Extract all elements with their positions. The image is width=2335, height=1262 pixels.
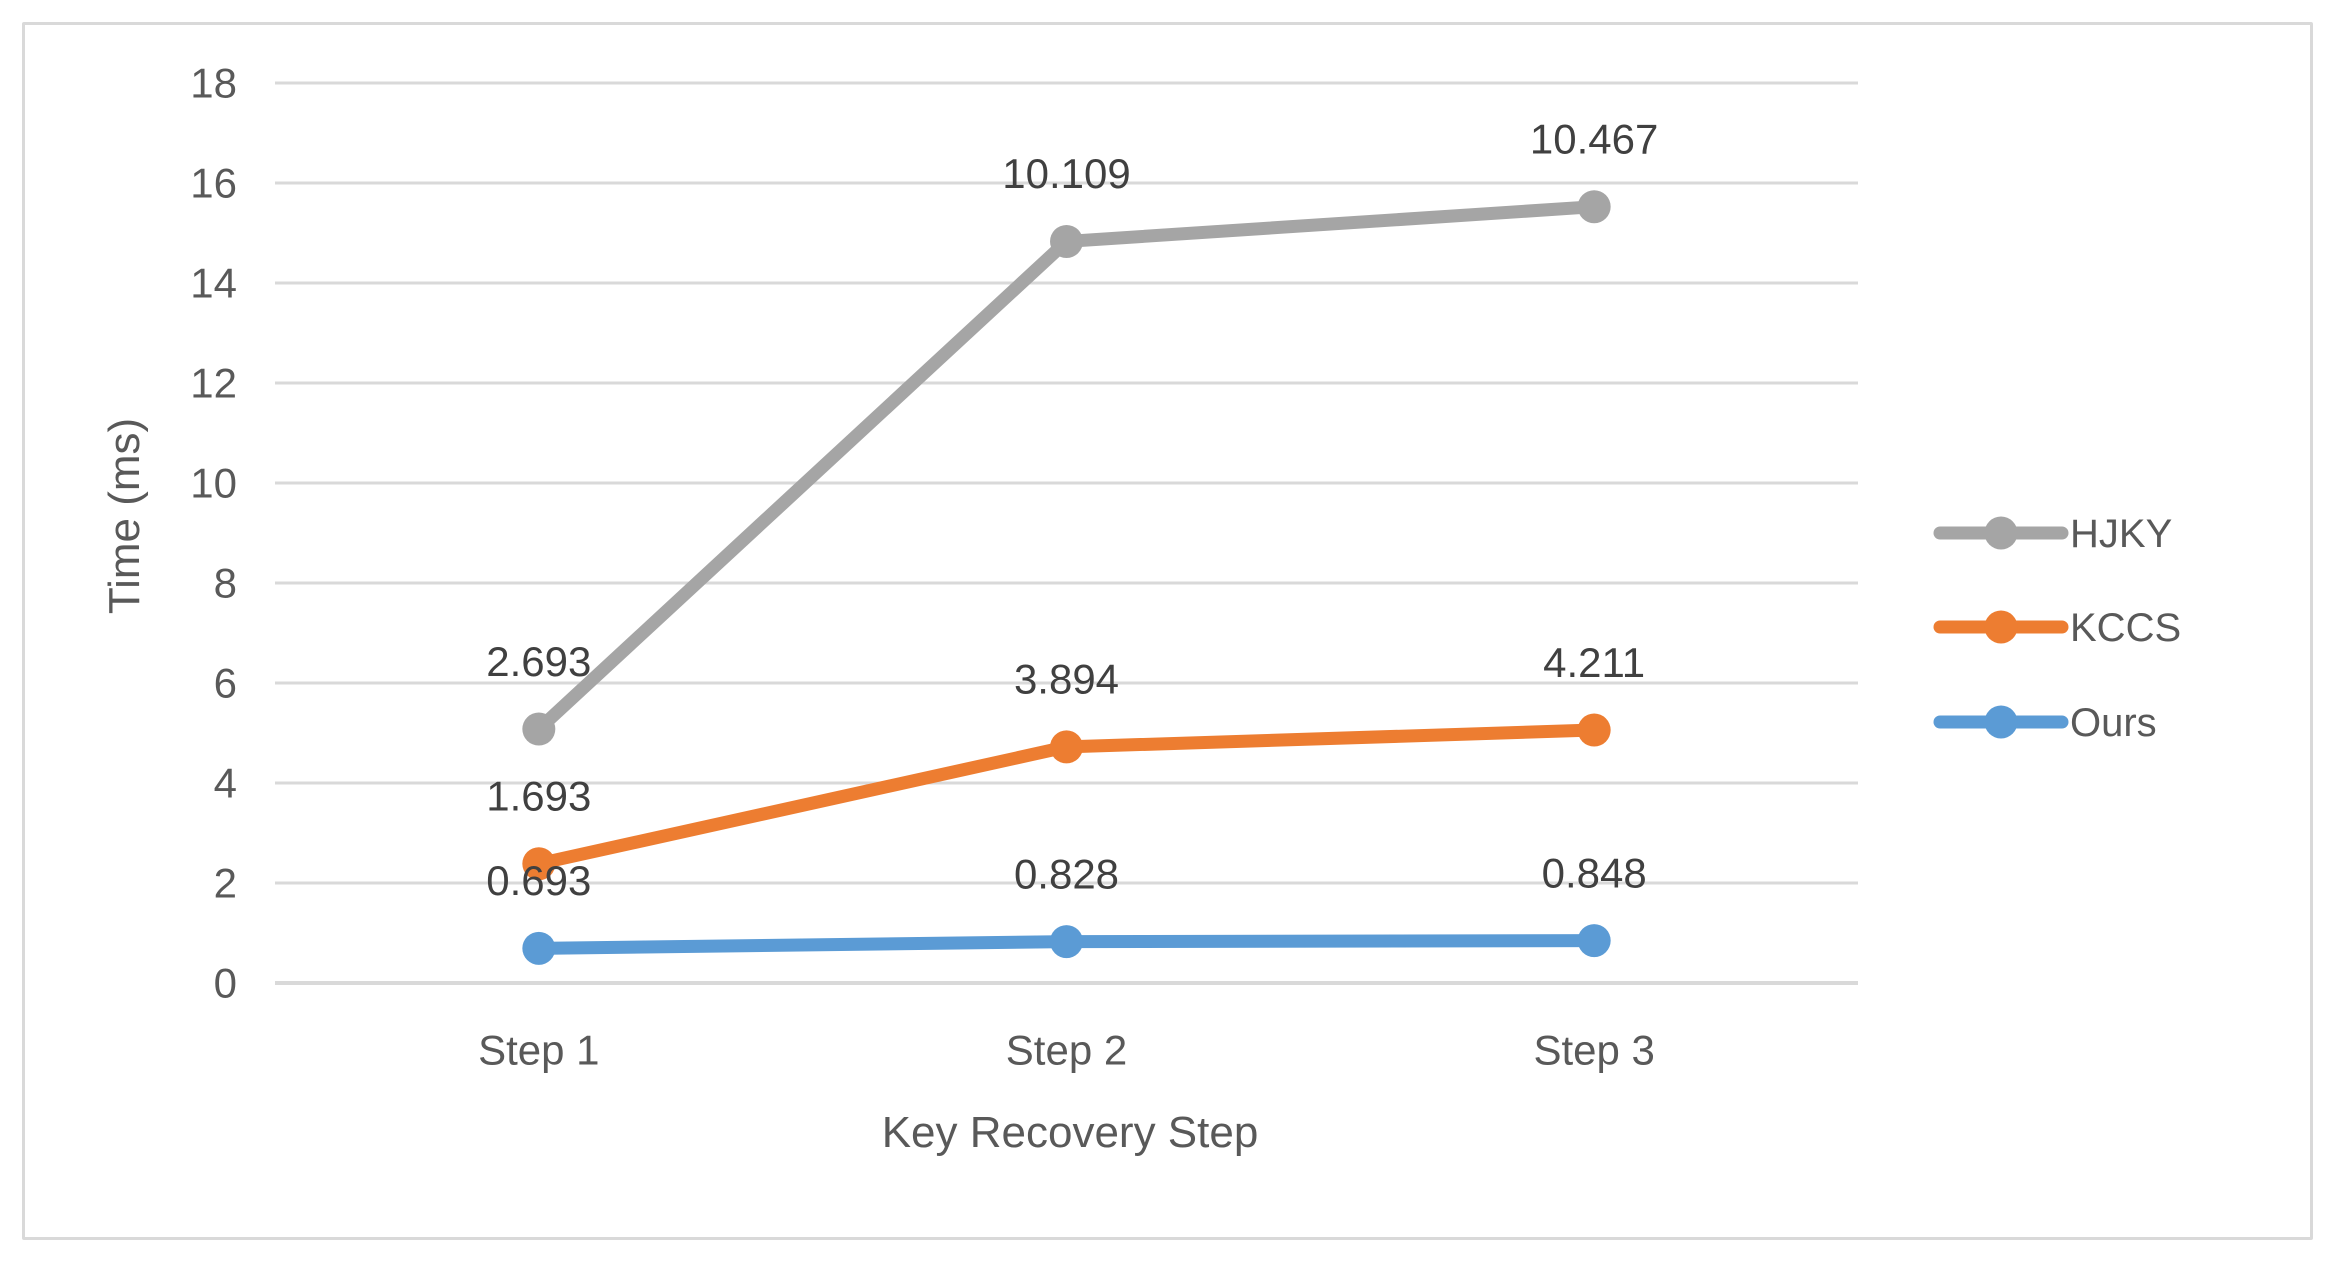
series-marker-ours <box>522 931 556 965</box>
y-tick-label: 2 <box>214 860 237 907</box>
series-marker-kccs <box>1577 713 1611 747</box>
series-marker-ours <box>1050 925 1083 959</box>
data-label-kccs: 3.894 <box>1014 656 1119 703</box>
data-label-ours: 0.828 <box>1014 850 1119 897</box>
legend-label: KCCS <box>2070 606 2181 650</box>
legend-item-kccs: KCCS <box>1933 606 2181 650</box>
data-label-kccs: 4.211 <box>1543 639 1645 686</box>
data-label-hjky: 10.109 <box>1002 150 1130 197</box>
data-label-ours: 0.693 <box>486 857 591 904</box>
legend-label: HJKY <box>2070 512 2172 556</box>
x-category-label: Step 3 <box>1533 1027 1654 1074</box>
x-category-label: Step 2 <box>1006 1027 1127 1074</box>
legend-marker-swatch <box>1984 705 2018 739</box>
y-tick-label: 12 <box>190 360 237 407</box>
series-marker-hjky <box>1050 224 1083 258</box>
y-tick-label: 16 <box>190 160 237 207</box>
data-label-ours: 0.848 <box>1542 849 1647 896</box>
y-tick-label: 18 <box>190 60 237 107</box>
y-tick-label: 10 <box>190 460 237 507</box>
y-axis-title: Time (ms) <box>100 417 149 615</box>
legend-item-hjky: HJKY <box>1933 512 2172 556</box>
legend-marker-swatch <box>1984 516 2018 550</box>
y-tick-label: 8 <box>214 560 237 607</box>
legend-label: Ours <box>2070 701 2157 745</box>
y-tick-label: 0 <box>214 960 237 1007</box>
legend-item-ours: Ours <box>1933 701 2157 745</box>
data-label-kccs: 1.693 <box>486 772 591 819</box>
series-marker-ours <box>1577 924 1611 958</box>
series-marker-hjky <box>522 712 556 746</box>
series-marker-hjky <box>1577 190 1611 224</box>
series-marker-kccs <box>1050 730 1083 764</box>
series-line-hjky <box>532 200 1601 736</box>
data-label-hjky: 2.693 <box>486 638 591 685</box>
x-axis-title: Key Recovery Step <box>881 1108 1259 1157</box>
y-tick-label: 14 <box>190 260 237 307</box>
chart-border <box>22 22 2313 1240</box>
y-tick-label: 4 <box>214 760 237 807</box>
data-label-hjky: 10.467 <box>1530 115 1658 162</box>
y-tick-label: 6 <box>214 660 237 707</box>
legend-marker-swatch <box>1984 610 2018 644</box>
x-category-label: Step 1 <box>478 1027 599 1074</box>
series-marker-kccs <box>522 847 556 881</box>
